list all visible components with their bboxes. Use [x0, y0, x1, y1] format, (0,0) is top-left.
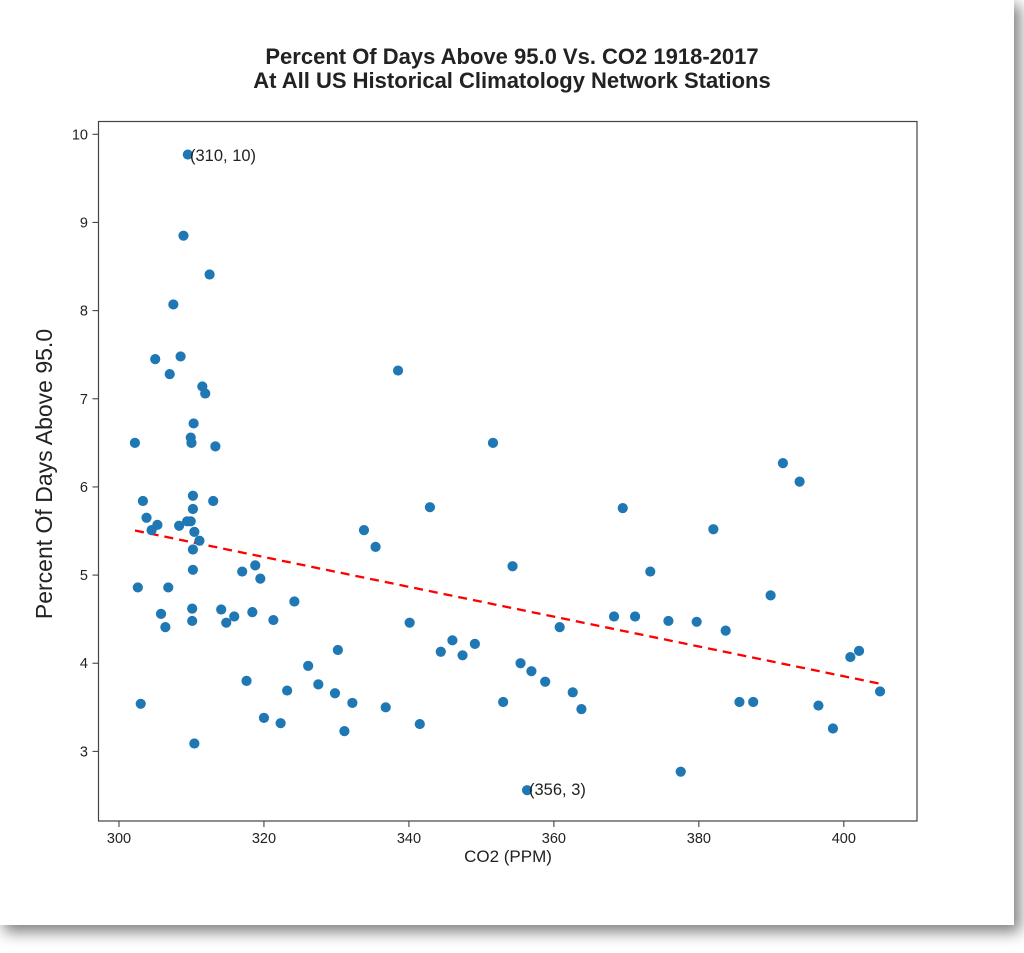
- svg-text:5: 5: [80, 568, 88, 584]
- svg-text:380: 380: [687, 831, 711, 847]
- svg-text:8: 8: [80, 304, 88, 320]
- svg-text:300: 300: [107, 831, 131, 847]
- svg-text:340: 340: [397, 831, 421, 847]
- svg-text:Percent Of Days Above 95.0: Percent Of Days Above 95.0: [31, 329, 57, 619]
- svg-text:4: 4: [80, 656, 88, 672]
- svg-text:320: 320: [252, 831, 276, 847]
- svg-text:Percent Of Days Above 95.0 Vs.: Percent Of Days Above 95.0 Vs. CO2 1918-…: [265, 44, 758, 69]
- svg-text:At All US Historical Climatolo: At All US Historical Climatology Network…: [253, 68, 770, 93]
- svg-text:6: 6: [80, 480, 88, 496]
- svg-text:360: 360: [542, 831, 566, 847]
- svg-text:10: 10: [72, 127, 88, 143]
- svg-text:7: 7: [80, 392, 88, 408]
- svg-text:CO2 (PPM): CO2 (PPM): [464, 847, 552, 866]
- svg-text:(356, 3): (356, 3): [529, 781, 586, 799]
- svg-text:9: 9: [80, 215, 88, 231]
- svg-text:3: 3: [80, 744, 88, 760]
- svg-text:400: 400: [832, 831, 856, 847]
- svg-text:(310, 10): (310, 10): [190, 147, 256, 165]
